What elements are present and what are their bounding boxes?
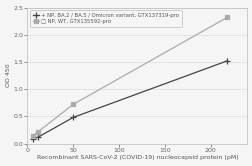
- X-axis label: Recombinant SARS-CoV-2 (COVID-19) nucleocapsid protein (pM): Recombinant SARS-CoV-2 (COVID-19) nucleo…: [37, 155, 237, 161]
- Legend: + NP, BA.2 / BA.5 / Omicron variant, GTX137319-pro, □ NP, WT, GTX135592-pro: + NP, BA.2 / BA.5 / Omicron variant, GTX…: [30, 10, 181, 27]
- Y-axis label: OD 450: OD 450: [6, 64, 11, 87]
